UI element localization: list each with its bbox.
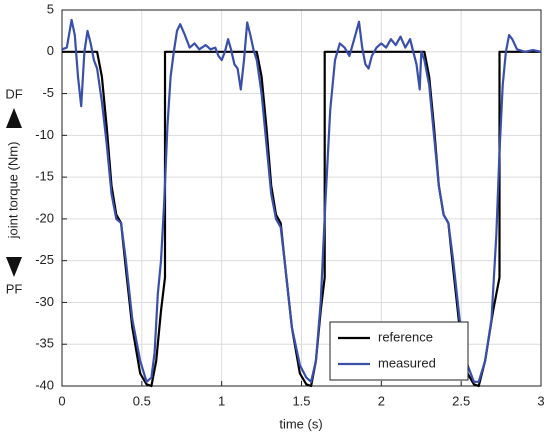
y-tick-label: -35 — [35, 336, 54, 351]
y-tick-label: -15 — [35, 169, 54, 184]
x-tick-label: 1 — [218, 393, 225, 408]
y-tick-label: -40 — [35, 377, 54, 392]
y-tick-label: 0 — [47, 43, 54, 58]
y-tick-label: -10 — [35, 127, 54, 142]
x-tick-label: 0.5 — [133, 393, 151, 408]
y-axis-label: joint torque (Nm) — [5, 142, 20, 240]
y-tick-label: -5 — [42, 85, 54, 100]
x-tick-label: 0 — [58, 393, 65, 408]
down-arrow — [6, 257, 22, 277]
legend-label: reference — [378, 329, 433, 344]
y-tick-label: 5 — [47, 1, 54, 16]
legend-box — [329, 321, 469, 381]
legend-label: measured — [378, 355, 436, 370]
df-label: DF — [5, 86, 22, 101]
pf-label: PF — [6, 281, 23, 296]
series-line — [61, 18, 542, 383]
y-tick-label: -30 — [35, 294, 54, 309]
x-tick-label: 1.5 — [292, 393, 310, 408]
x-axis-label: time (s) — [279, 416, 322, 431]
x-tick-label: 2 — [378, 393, 385, 408]
x-tick-label: 2.5 — [452, 393, 470, 408]
y-tick-label: -25 — [35, 252, 54, 267]
y-tick-label: -20 — [35, 210, 54, 225]
plot-frame — [61, 9, 542, 387]
up-arrow — [6, 108, 22, 128]
x-tick-label: 3 — [537, 393, 544, 408]
